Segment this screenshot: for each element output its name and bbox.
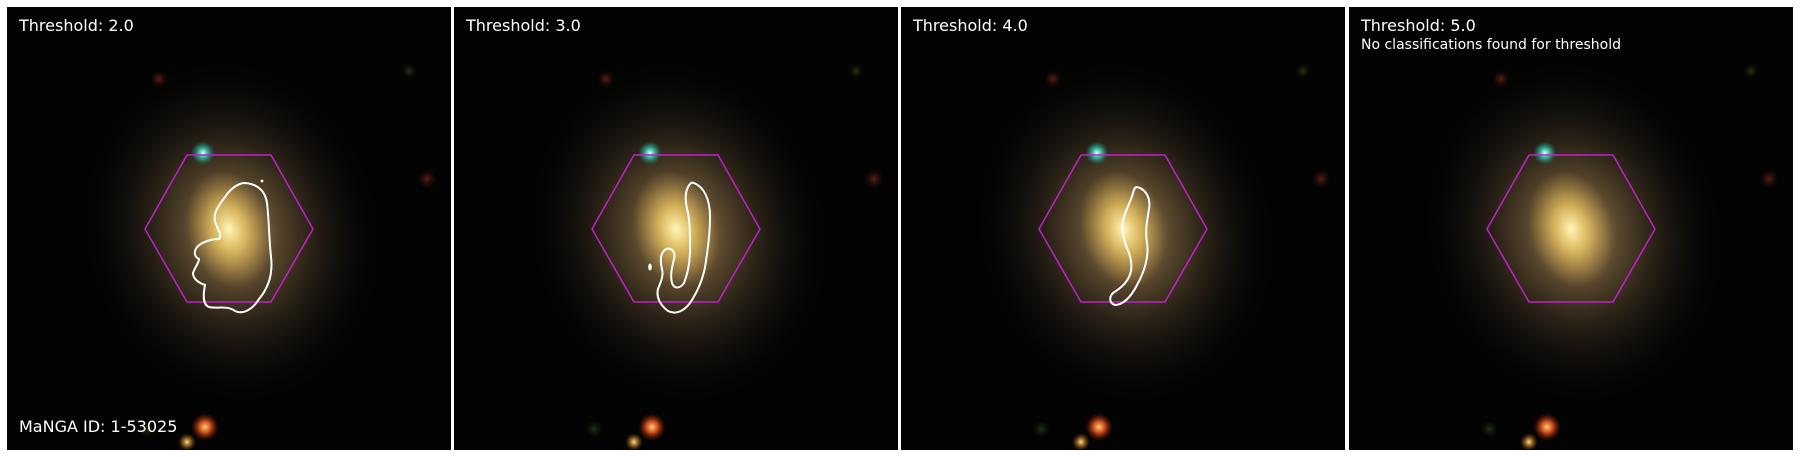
galaxy-image [454, 7, 898, 450]
panel-title: Threshold: 3.0 [466, 16, 581, 35]
no-classifications-note: No classifications found for threshold [1361, 37, 1621, 53]
ifu-hexagon [1038, 154, 1208, 303]
classification-contour [1109, 185, 1151, 307]
classification-contour [656, 181, 712, 314]
panel-threshold-3: Threshold: 3.0 [454, 7, 898, 450]
panel-threshold-2: Threshold: 2.0 MaNGA ID: 1-53025 [7, 7, 451, 450]
contour-dot [260, 179, 264, 183]
galaxy-image [7, 7, 451, 450]
ifu-hexagon [591, 154, 761, 303]
galaxy-image [901, 7, 1345, 450]
panel-title: Threshold: 2.0 [19, 16, 134, 35]
panel-threshold-4: Threshold: 4.0 [901, 7, 1345, 450]
galaxy-image [1349, 7, 1793, 450]
manga-id-label: MaNGA ID: 1-53025 [19, 417, 178, 436]
classification-contour [191, 181, 273, 314]
panel-title: Threshold: 4.0 [913, 16, 1028, 35]
ifu-hexagon [144, 154, 314, 303]
panel-title: Threshold: 5.0 [1361, 16, 1476, 35]
ifu-hexagon [1486, 154, 1656, 303]
panel-threshold-5: Threshold: 5.0 No classifications found … [1349, 7, 1793, 450]
contour-blob [648, 263, 652, 271]
